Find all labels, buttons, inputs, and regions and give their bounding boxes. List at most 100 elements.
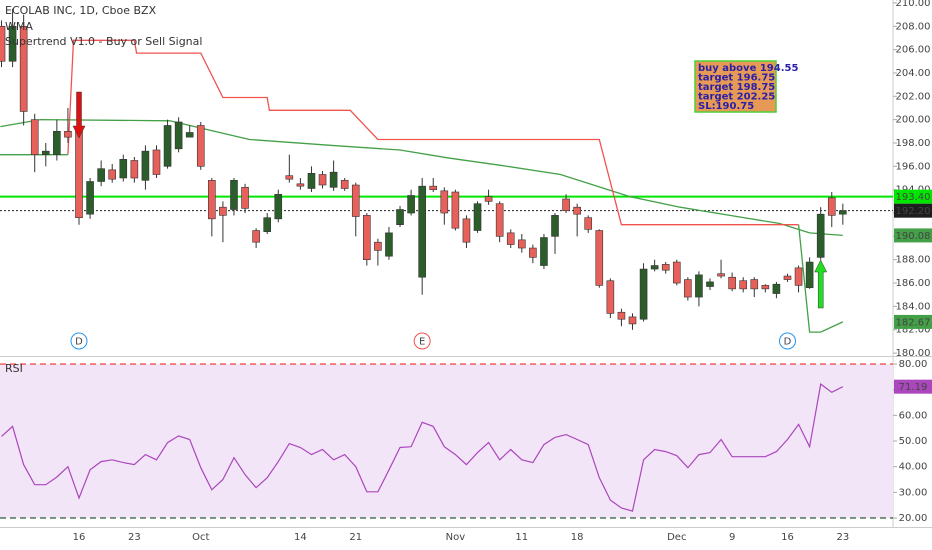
candle-body: [717, 273, 725, 277]
x-tick-label: 18: [571, 532, 584, 543]
annotation-line: SL:190.75: [698, 101, 754, 112]
candle-body: [53, 131, 61, 155]
price-label: 71.19: [899, 382, 928, 393]
candle-body: [0, 25, 6, 62]
candle-body: [617, 311, 626, 320]
y-tick-label: 30.00: [899, 487, 928, 498]
candle-body: [351, 184, 360, 217]
candle-body: [318, 174, 327, 186]
candle-body: [794, 267, 803, 286]
candle-body: [661, 264, 670, 271]
candle-body: [119, 159, 128, 179]
candle-body: [706, 281, 714, 287]
candle-body: [672, 261, 681, 284]
indicator-line: [67, 39, 799, 226]
y-tick-label: 186.00: [896, 278, 931, 289]
candle-body: [750, 279, 759, 290]
candle-body: [650, 265, 659, 270]
rsi-title: RSI: [5, 362, 23, 375]
signal-arrow: [814, 259, 828, 309]
candle-body: [506, 232, 515, 245]
price-label: 182.67: [896, 317, 931, 328]
y-tick-label: 180.00: [896, 348, 931, 359]
candle-body: [628, 316, 637, 325]
x-tick-label: 16: [781, 532, 794, 543]
candle-body: [606, 280, 615, 314]
rsi-band: [0, 364, 893, 519]
x-tick-label: 23: [836, 532, 849, 543]
y-tick-label: 202.00: [896, 91, 931, 102]
candle-body: [639, 268, 648, 320]
candle-body: [141, 150, 150, 181]
annotation: buy above 194.55 target 196.75 target 19…: [694, 60, 798, 113]
candle-body: [86, 181, 94, 215]
candle-body: [152, 149, 161, 175]
candle-body: [219, 206, 227, 216]
candle-body: [41, 150, 50, 155]
candle-body: [64, 131, 72, 138]
y-tick-label: 200.00: [896, 115, 931, 126]
candle-body: [363, 215, 371, 261]
y-tick-label: 196.00: [896, 161, 931, 172]
y-tick-label: 208.00: [896, 21, 931, 32]
y-tick-label: 182.00: [896, 325, 931, 336]
candle-body: [407, 195, 415, 214]
price-label-box: [894, 379, 932, 394]
x-tick-label: Nov: [446, 532, 466, 543]
price-label: 193.40: [896, 192, 931, 203]
x-tick-label: 21: [349, 532, 362, 543]
candle-body: [108, 169, 117, 180]
indicator-line: [0, 118, 843, 237]
rsi-line: [1, 383, 844, 512]
candle-body: [130, 160, 139, 179]
candle-body: [805, 261, 814, 289]
candle-body: [8, 25, 17, 62]
candle-body: [695, 274, 703, 298]
candle-body: [174, 121, 183, 150]
candle-body: [739, 280, 748, 290]
candle-body: [374, 241, 382, 251]
annotation-line: buy above 194.55: [698, 63, 798, 74]
annotation-line: target 198.75: [698, 82, 775, 93]
candle-body: [396, 209, 404, 225]
candle-body: [551, 215, 559, 237]
candle-body: [584, 217, 593, 230]
price-label-box: [894, 228, 932, 243]
candle-body: [573, 206, 581, 215]
candle-body: [451, 191, 460, 229]
candle-body: [517, 239, 526, 249]
candle-body: [728, 276, 736, 290]
indicator-line: [797, 224, 844, 333]
event-marker: [413, 332, 431, 350]
candle-body: [19, 25, 28, 112]
y-tick-label: 20.00: [899, 513, 928, 524]
y-tick-label: 80.00: [899, 359, 928, 370]
candle-body: [783, 275, 792, 280]
price-label: 190.08: [896, 231, 931, 242]
candle-body: [761, 285, 770, 290]
candle-body: [241, 187, 249, 209]
candle-body: [418, 185, 426, 278]
y-tick-label: 206.00: [896, 45, 931, 56]
candle-body: [185, 132, 194, 138]
candle-body: [484, 196, 493, 202]
y-tick-label: 198.00: [896, 138, 931, 149]
candle-body: [340, 180, 349, 189]
candle-body: [684, 279, 692, 298]
event-marker: [778, 332, 796, 350]
candle-body: [263, 217, 271, 232]
y-tick-label: 184.00: [896, 301, 931, 312]
candle-body: [839, 210, 847, 215]
y-tick-label: 40.00: [899, 462, 928, 473]
candle-body: [30, 119, 39, 155]
candle-body: [462, 218, 471, 243]
event-label: E: [419, 337, 425, 348]
candle-body: [562, 198, 570, 211]
x-tick-label: 11: [515, 532, 528, 543]
y-tick-label: 204.00: [896, 68, 931, 79]
candle-body: [329, 171, 338, 188]
x-tick-label: 16: [73, 532, 86, 543]
candle-body: [252, 230, 260, 243]
candle-body: [75, 131, 83, 218]
candle-body: [595, 230, 604, 286]
